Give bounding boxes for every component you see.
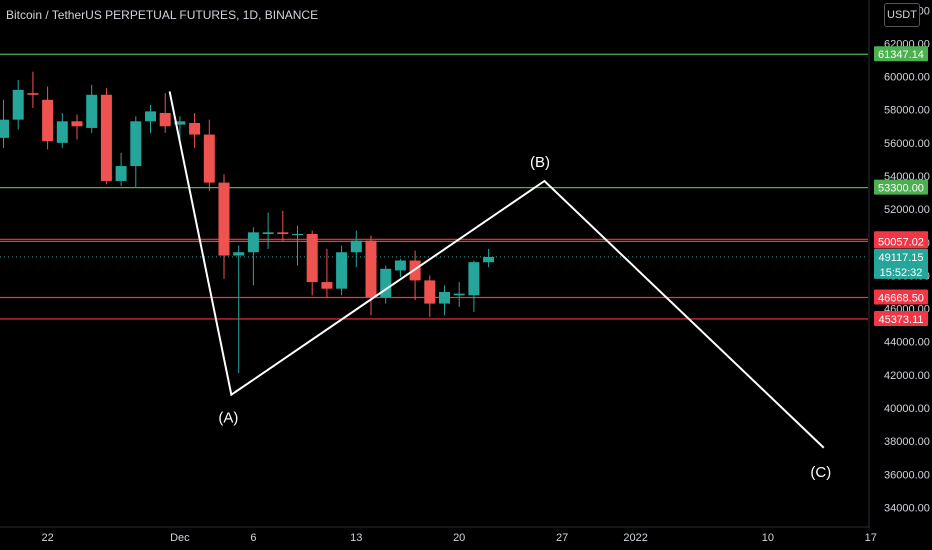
candle-body xyxy=(439,292,450,304)
candle-body xyxy=(365,240,377,297)
candle-body xyxy=(27,93,39,95)
x-tick-label: 13 xyxy=(350,532,362,544)
candle-body xyxy=(100,94,112,181)
y-tick-label: 60000.00 xyxy=(884,72,930,84)
x-tick-label: 10 xyxy=(762,532,774,544)
last-price-tag xyxy=(874,248,928,279)
last-price-countdown: 15:52:32 xyxy=(880,267,923,279)
candle-body xyxy=(218,182,230,256)
candle-body xyxy=(115,166,127,181)
candle-body xyxy=(86,94,98,128)
x-tick-label: 22 xyxy=(41,532,53,544)
y-tick-label: 36000.00 xyxy=(884,469,930,481)
level-price-label: 50057.02 xyxy=(878,236,924,248)
y-tick-label: 34000.00 xyxy=(884,502,930,514)
chart-title: Bitcoin / TetherUS PERPETUAL FUTURES, 1D… xyxy=(6,8,319,22)
candle-body xyxy=(453,293,465,296)
level-price-tag xyxy=(874,310,928,326)
level-price-label: 45373.11 xyxy=(878,314,923,326)
candle-body xyxy=(174,121,186,125)
y-tick-label: 38000.00 xyxy=(884,436,930,448)
candle-body xyxy=(380,268,392,297)
elliott-wave-line xyxy=(168,91,825,449)
candle-body xyxy=(483,256,495,263)
last-price-label: 49117.15 xyxy=(878,252,923,264)
level-price-tag xyxy=(874,289,928,305)
candle-body xyxy=(159,113,171,127)
candle-body xyxy=(262,232,274,234)
candle-body xyxy=(56,121,68,143)
level-price-label: 53300.00 xyxy=(878,183,924,195)
x-tick-label: 27 xyxy=(556,532,568,544)
level-price-tag xyxy=(874,233,928,249)
level-price-label: 61347.14 xyxy=(878,49,924,61)
candle-body xyxy=(321,282,333,289)
y-tick-label: 52000.00 xyxy=(884,204,930,216)
y-tick-label: 40000.00 xyxy=(884,403,930,415)
wave-label-b: (B) xyxy=(530,154,550,171)
x-tick-label: Dec xyxy=(170,532,190,544)
candle-body xyxy=(306,234,318,283)
candle-body xyxy=(424,280,436,304)
level-price-label: 46668.50 xyxy=(878,292,924,304)
y-tick-label: 42000.00 xyxy=(884,370,930,382)
candle-body xyxy=(292,234,303,235)
candle-body xyxy=(145,111,156,122)
candle-body xyxy=(203,134,215,183)
y-tick-label: 56000.00 xyxy=(884,138,930,150)
x-tick-label: 2022 xyxy=(623,532,647,544)
level-price-tag xyxy=(874,179,928,195)
candle-body xyxy=(468,262,480,296)
wave-label-a: (A) xyxy=(218,409,238,426)
candle-body xyxy=(247,232,259,253)
candle-body xyxy=(0,119,9,138)
candle-body xyxy=(42,99,54,142)
candle-body xyxy=(130,121,142,167)
y-tick-label: 58000.00 xyxy=(884,105,930,117)
y-tick-label: 44000.00 xyxy=(884,337,930,349)
candle-body xyxy=(12,89,24,120)
x-tick-label: 6 xyxy=(250,532,256,544)
candle-body xyxy=(71,121,83,127)
x-tick-label: 20 xyxy=(453,532,465,544)
candle-body xyxy=(394,260,406,271)
currency-badge[interactable]: USDT xyxy=(884,3,920,27)
x-tick-label: 17 xyxy=(865,532,877,544)
candle-body xyxy=(189,122,201,135)
candle-body xyxy=(277,232,289,234)
level-price-tag xyxy=(874,46,928,62)
candle-body xyxy=(336,252,348,289)
candle-body xyxy=(350,240,362,253)
candle-body xyxy=(233,252,245,256)
wave-label-c: (C) xyxy=(810,464,831,481)
